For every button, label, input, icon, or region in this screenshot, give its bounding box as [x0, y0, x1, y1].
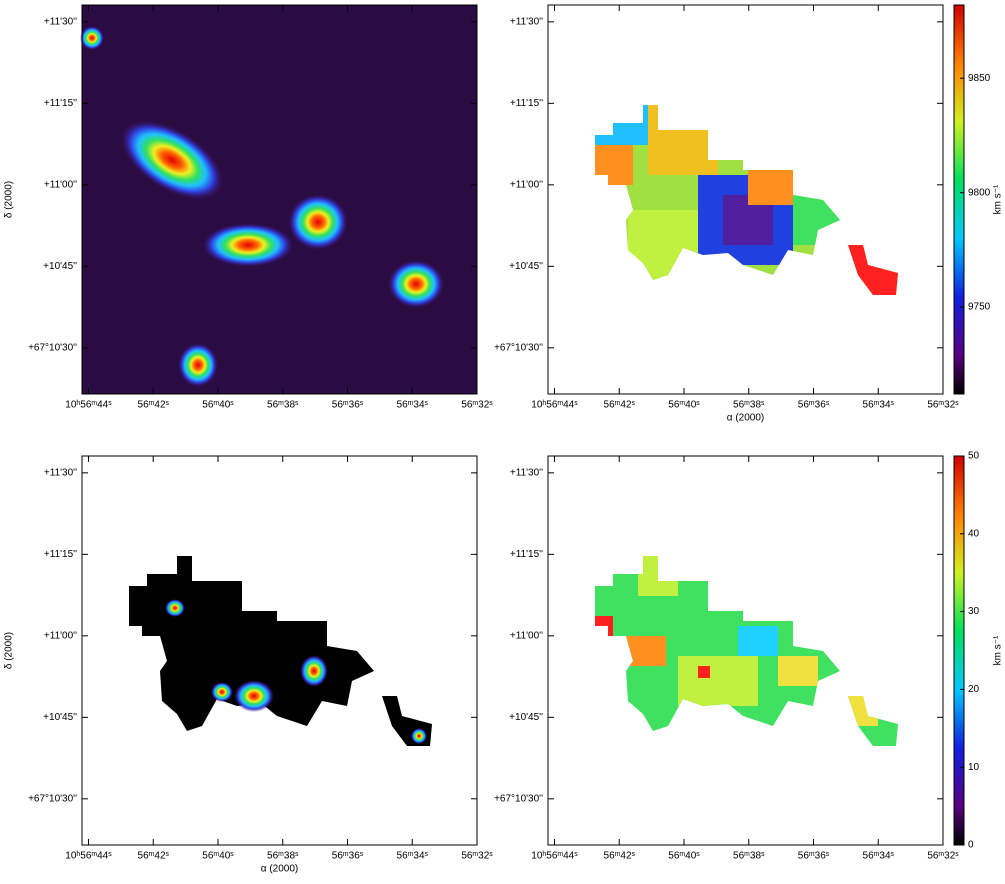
x-tick-label: 56ᵐ38ˢ: [267, 851, 299, 862]
colorbar: [953, 455, 965, 846]
x-tick-label: 56ᵐ42ˢ: [138, 851, 170, 862]
y-tick-label: +10'45'': [509, 261, 543, 272]
y-tick-label: +11'00'': [510, 179, 543, 190]
y-tick-label: +11'15'': [510, 549, 543, 560]
intensity-image: [80, 5, 477, 394]
y-tick-label: +67°10'30'': [28, 793, 77, 804]
x-tick-label: 56ᵐ36ˢ: [332, 851, 364, 862]
y-tick-label: +11'30'': [44, 16, 77, 27]
x-tick-label: 56ᵐ42ˢ: [604, 851, 636, 862]
colorbar-tick-label: 0: [968, 840, 974, 851]
x-tick-label: 56ᵐ42ˢ: [604, 400, 636, 411]
colorbar-tick-label: 20: [968, 684, 980, 695]
colorbar-tick-label: 40: [968, 528, 980, 539]
plot-frame: [81, 455, 478, 846]
y-tick-label: +11'30'': [510, 16, 543, 27]
x-tick-label: 56ᵐ34ˢ: [397, 851, 429, 862]
x-tick-label: 56ᵐ32ˢ: [927, 400, 959, 411]
x-tick-label: 10ʰ56ᵐ44ˢ: [65, 400, 112, 411]
x-tick-label: 10ʰ56ᵐ44ˢ: [531, 400, 578, 411]
x-tick-label: 56ᵐ32ˢ: [461, 400, 493, 411]
colorbar-tick-label: 9750: [968, 302, 991, 313]
y-tick-label: +11'00'': [510, 630, 543, 641]
y-axis-label: δ (2000): [4, 632, 15, 669]
y-tick-label: +67°10'30'': [494, 342, 543, 353]
x-tick-label: 56ᵐ42ˢ: [138, 400, 170, 411]
y-tick-label: +10'45'': [43, 261, 77, 272]
y-tick-label: +11'00'': [44, 630, 77, 641]
y-tick-label: +11'00'': [44, 179, 77, 190]
y-tick-label: +67°10'30'': [494, 793, 543, 804]
y-tick-label: +11'15'': [44, 98, 77, 109]
plot-frame: [81, 4, 478, 395]
x-tick-label: 56ᵐ32ˢ: [927, 851, 959, 862]
x-tick-label: 56ᵐ38ˢ: [733, 851, 765, 862]
x-tick-label: 56ᵐ38ˢ: [733, 400, 765, 411]
colorbar-tick-label: 9800: [968, 187, 991, 198]
y-axis-label: δ (2000): [4, 181, 15, 218]
x-tick-label: 56ᵐ40ˢ: [668, 400, 700, 411]
x-tick-label: 56ᵐ34ˢ: [863, 400, 895, 411]
colorbar-tick-label: 30: [968, 606, 980, 617]
x-tick-label: 56ᵐ40ˢ: [202, 400, 234, 411]
y-tick-label: +11'30'': [44, 467, 77, 478]
colorbar: [953, 4, 965, 395]
y-tick-label: +11'15'': [510, 98, 543, 109]
x-tick-label: 56ᵐ38ˢ: [267, 400, 299, 411]
y-tick-label: +11'15'': [44, 549, 77, 560]
x-tick-label: 56ᵐ34ˢ: [397, 400, 429, 411]
x-tick-label: 56ᵐ32ˢ: [461, 851, 493, 862]
y-tick-label: +67°10'30'': [28, 342, 77, 353]
y-tick-label: +11'30'': [510, 467, 543, 478]
colorbar-label: km s⁻¹: [993, 184, 1004, 214]
x-tick-label: 56ᵐ36ˢ: [332, 400, 364, 411]
flux-map: [129, 556, 432, 746]
x-tick-label: 10ʰ56ᵐ44ˢ: [65, 851, 112, 862]
colorbar-tick-label: 9850: [968, 73, 991, 84]
y-tick-label: +10'45'': [509, 712, 543, 723]
x-tick-label: 56ᵐ36ˢ: [798, 851, 830, 862]
x-tick-label: 10ʰ56ᵐ44ˢ: [531, 851, 578, 862]
x-tick-label: 56ᵐ40ˢ: [668, 851, 700, 862]
y-tick-label: +10'45'': [43, 712, 77, 723]
velocity-map: [595, 105, 898, 295]
x-tick-label: 56ᵐ36ˢ: [798, 400, 830, 411]
x-axis-label: α (2000): [261, 864, 298, 875]
dispersion-map: [595, 556, 898, 746]
colorbar-tick-label: 10: [968, 762, 980, 773]
plot-frame: [547, 455, 944, 846]
colorbar-label: km s⁻¹: [993, 635, 1004, 665]
colorbar-tick-label: 50: [968, 451, 980, 462]
x-tick-label: 56ᵐ40ˢ: [202, 851, 234, 862]
x-tick-label: 56ᵐ34ˢ: [863, 851, 895, 862]
plot-frame: [547, 4, 944, 395]
x-axis-label: α (2000): [727, 413, 764, 424]
